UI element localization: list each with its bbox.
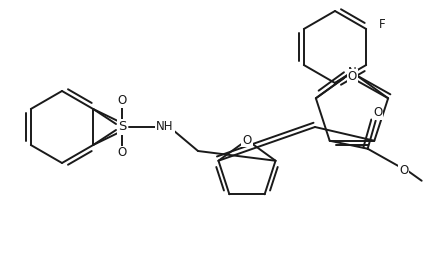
Text: O: O xyxy=(118,147,127,160)
Text: O: O xyxy=(242,133,252,147)
Text: O: O xyxy=(399,164,408,177)
Text: O: O xyxy=(118,95,127,108)
Text: S: S xyxy=(118,120,126,133)
Text: O: O xyxy=(347,70,357,83)
Text: F: F xyxy=(379,18,385,32)
Text: N: N xyxy=(348,65,356,78)
Text: O: O xyxy=(373,106,382,119)
Text: NH: NH xyxy=(156,120,174,133)
